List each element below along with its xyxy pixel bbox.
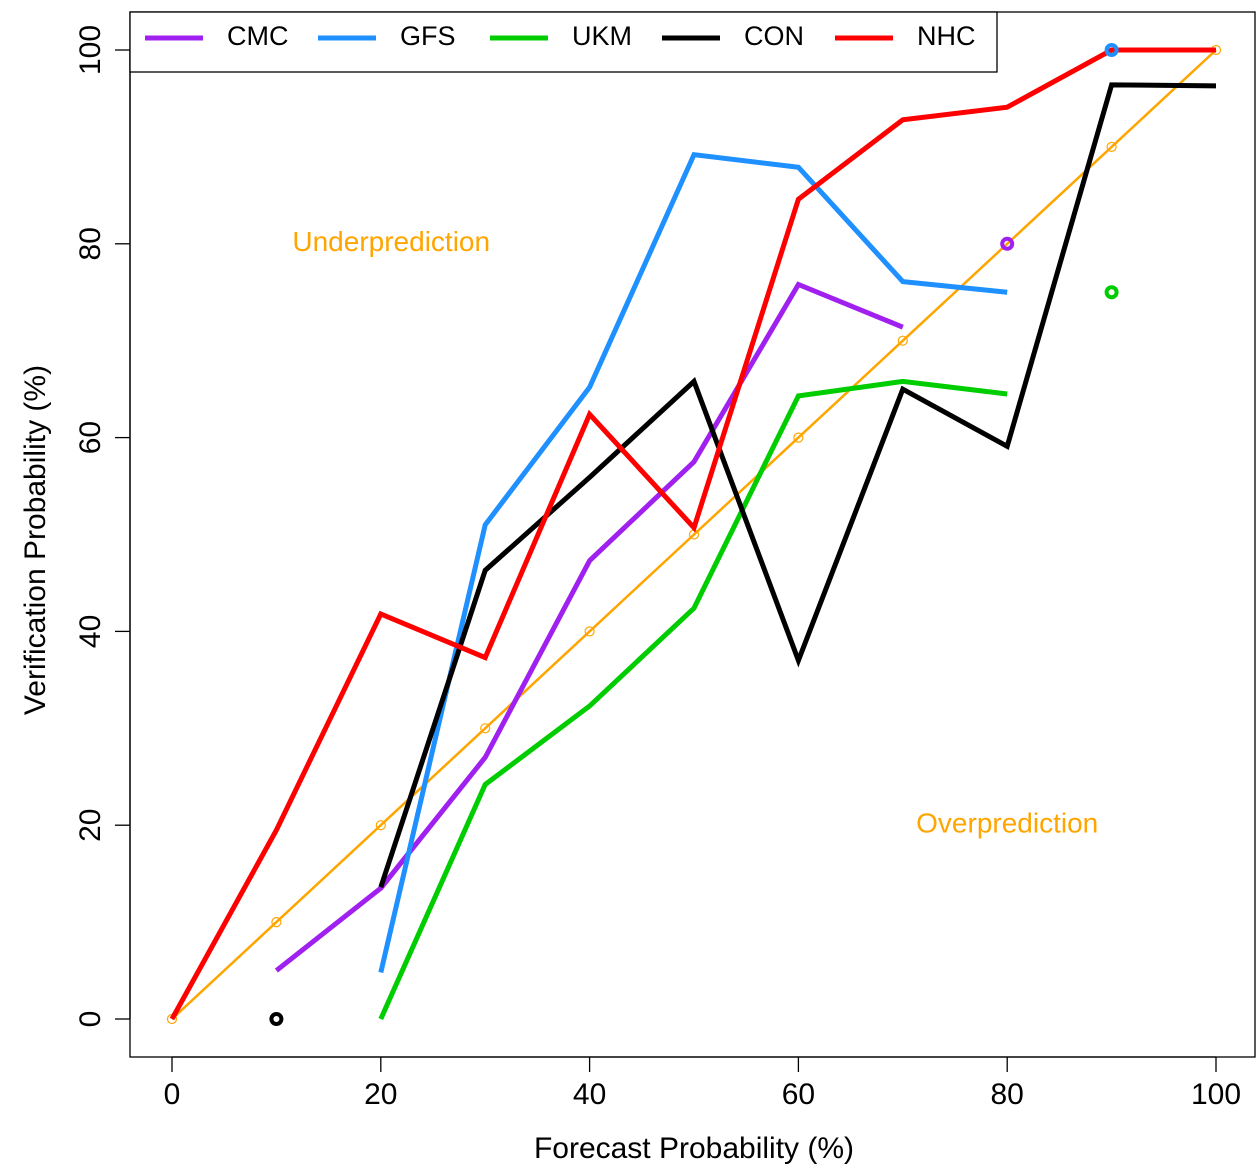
reference-marker	[271, 916, 282, 928]
reference-marker	[793, 432, 804, 443]
legend-ukm-label: UKM	[572, 21, 632, 51]
series-lines	[169, 47, 1217, 1021]
y-tick-label: 0	[74, 1011, 107, 1028]
isolated-points	[269, 43, 1119, 1026]
x-tick-label: 100	[1191, 1078, 1241, 1111]
legend-con-label: CON	[744, 21, 804, 51]
annotations: Underprediction Overprediction	[292, 226, 1098, 838]
reference-marker	[584, 626, 595, 637]
series-gfs-point	[1104, 43, 1119, 57]
series-ukm-point	[1104, 285, 1119, 300]
series-cmc-line	[274, 281, 904, 973]
x-axis: 0 20 40 60 80 100	[164, 1056, 1241, 1111]
reference-line	[171, 49, 1217, 1020]
y-tick-label: 20	[74, 809, 107, 842]
annotation-overprediction: Overprediction	[916, 808, 1098, 839]
legend: CMC GFS UKM CON NHC	[129, 11, 998, 73]
x-tick-label: 0	[164, 1078, 181, 1111]
series-con-line	[378, 82, 1217, 888]
legend-cmc-label: CMC	[227, 21, 289, 51]
x-tick-label: 40	[573, 1078, 606, 1111]
reference-marker	[897, 335, 908, 346]
y-axis: 0 20 40 60 80 100	[74, 25, 131, 1028]
x-tick-label: 20	[364, 1078, 397, 1111]
series-cmc-point	[1000, 236, 1015, 251]
reference-marker	[1106, 141, 1117, 152]
legend-gfs-label: GFS	[400, 21, 456, 51]
reference-diagonal	[166, 44, 1222, 1025]
y-tick-label: 60	[74, 421, 107, 454]
series-ukm-line	[378, 378, 1008, 1021]
y-tick-label: 80	[74, 227, 107, 260]
x-tick-label: 60	[782, 1078, 815, 1111]
annotation-underprediction: Underprediction	[292, 226, 490, 257]
y-axis-label: Verification Probability (%)	[19, 365, 52, 715]
legend-nhc-label: NHC	[917, 21, 976, 51]
reference-marker	[375, 820, 386, 831]
series-nhc-line	[169, 47, 1216, 1021]
x-tick-label: 80	[991, 1078, 1024, 1111]
reference-marker	[480, 723, 491, 734]
legend-box	[129, 11, 998, 73]
series-con-point	[269, 1012, 284, 1026]
series-gfs-line	[378, 151, 1008, 974]
y-tick-label: 100	[74, 25, 107, 75]
y-tick-label: 40	[74, 615, 107, 648]
x-axis-label: Forecast Probability (%)	[534, 1132, 854, 1165]
